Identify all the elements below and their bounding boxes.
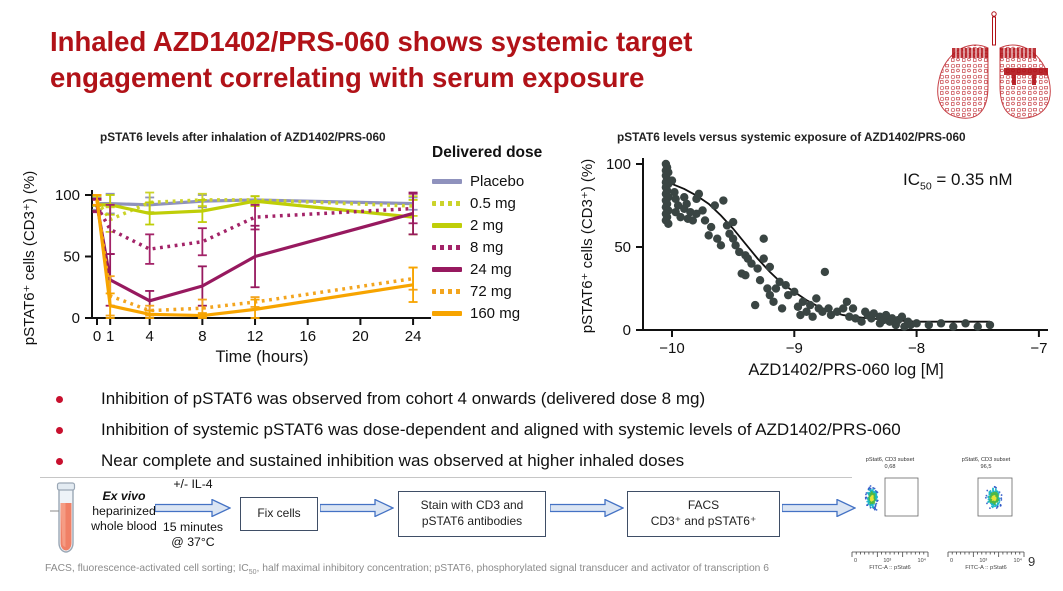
bullet-item: Near complete and sustained inhibition w… bbox=[48, 450, 1038, 473]
svg-text:AZD1402/PRS-060 log [M]: AZD1402/PRS-060 log [M] bbox=[748, 361, 943, 379]
facs-panel-1-value: 0,68 bbox=[884, 464, 896, 471]
flow-arrow-3 bbox=[550, 499, 624, 517]
svg-text:100: 100 bbox=[606, 156, 631, 173]
facs-plot-2 bbox=[977, 477, 1013, 516]
svg-text:4: 4 bbox=[146, 328, 154, 345]
legend-swatch bbox=[432, 244, 462, 250]
facs-axis-ticks-1 bbox=[851, 551, 929, 557]
bullet-list: Inhibition of pSTAT6 was observed from c… bbox=[48, 388, 1038, 481]
blood-tube-icon bbox=[50, 482, 76, 553]
bullet-text: Inhibition of systemic pSTAT6 was dose-d… bbox=[101, 419, 901, 439]
step-box-facs: FACS CD3⁺ and pSTAT6⁺ bbox=[627, 491, 780, 537]
facs-axis-1: 0 10³ 10⁴ FITC-A :: pStat6 bbox=[850, 550, 930, 571]
sample-label-exvivo: Ex vivo bbox=[102, 489, 146, 503]
page-title-line2: engagement correlating with serum exposu… bbox=[50, 61, 645, 93]
legend-item: 24 mg bbox=[432, 258, 582, 280]
step-box-stain: Stain with CD3 and pSTAT6 antibodies bbox=[398, 491, 546, 537]
incubation-label: 15 minutes @ 37°C bbox=[162, 520, 224, 549]
svg-text:1: 1 bbox=[106, 328, 114, 345]
svg-text:50: 50 bbox=[63, 249, 80, 266]
bullet-text: Inhibition of pSTAT6 was observed from c… bbox=[101, 389, 706, 408]
sample-label: Ex vivo heparinized whole blood bbox=[84, 489, 164, 533]
svg-text:−8: −8 bbox=[908, 340, 925, 357]
legend-item: Placebo bbox=[432, 170, 582, 192]
svg-text:50: 50 bbox=[614, 239, 631, 256]
legend-label: 8 mg bbox=[470, 238, 504, 256]
divider-line bbox=[40, 477, 852, 478]
legend-label: 72 mg bbox=[470, 282, 512, 300]
legend-item: 0.5 mg bbox=[432, 192, 582, 214]
footnote: FACS, fluorescence-activated cell sortin… bbox=[45, 563, 769, 577]
bullet-dot bbox=[56, 426, 63, 434]
svg-text:0: 0 bbox=[72, 310, 80, 327]
page-number: 9 bbox=[1028, 554, 1036, 569]
chart-legend-items: Placebo 0.5 mg 2 mg 8 mg 24 mg 72 mg 160 mg bbox=[432, 170, 582, 324]
flow-arrow-2 bbox=[320, 499, 394, 517]
legend-swatch bbox=[432, 266, 462, 272]
legend-swatch bbox=[432, 288, 462, 294]
bullet-dot bbox=[56, 457, 63, 465]
legend-label: 0.5 mg bbox=[470, 194, 516, 212]
facs-panel-1: pStat6, CD3 subset 0,68 bbox=[854, 457, 926, 522]
legend-label: 160 mg bbox=[470, 304, 521, 322]
svg-text:−7: −7 bbox=[1030, 340, 1047, 357]
legend-item: 8 mg bbox=[432, 236, 582, 258]
legend-label: Placebo bbox=[470, 172, 525, 190]
facs-axis-2: 0 10³ 10⁴ FITC-A :: pStat6 bbox=[946, 550, 1026, 571]
facs-panel-2-value: 96,5 bbox=[980, 464, 992, 471]
line-chart-title: pSTAT6 levels after inhalation of AZD140… bbox=[100, 130, 386, 144]
bullet-item: Inhibition of systemic pSTAT6 was dose-d… bbox=[48, 419, 1038, 442]
page-title-line1: Inhaled AZD1402/PRS-060 shows systemic t… bbox=[50, 26, 693, 57]
legend-swatch bbox=[432, 310, 462, 316]
svg-text:pSTAT6⁺ cells (CD3⁺) (%): pSTAT6⁺ cells (CD3⁺) (%) bbox=[580, 159, 596, 333]
page-title: Inhaled AZD1402/PRS-060 shows systemic t… bbox=[50, 24, 890, 96]
ic50-annotation: IC50 = 0.35 nM bbox=[903, 170, 1013, 193]
facs-panel-2-title: pStat6, CD3 subset bbox=[961, 457, 1011, 463]
step-box-fix-cells: Fix cells bbox=[240, 497, 318, 531]
stimulation-label: +/- IL-4 bbox=[173, 477, 213, 491]
svg-text:0: 0 bbox=[623, 322, 631, 339]
svg-text:12: 12 bbox=[247, 328, 264, 345]
bullet-dot bbox=[56, 396, 63, 403]
svg-text:−9: −9 bbox=[786, 340, 803, 357]
svg-text:100: 100 bbox=[55, 187, 80, 204]
bullet-text: Near complete and sustained inhibition w… bbox=[101, 450, 685, 470]
facs-plot-1 bbox=[864, 477, 919, 516]
svg-text:0: 0 bbox=[93, 328, 101, 345]
legend-label: 24 mg bbox=[470, 260, 512, 278]
legend-item: 160 mg bbox=[432, 302, 582, 324]
facs-axis-label-2: FITC-A :: pStat6 bbox=[965, 565, 1007, 571]
facs-panel-2: pStat6, CD3 subset 96,5 bbox=[950, 457, 1022, 522]
flow-arrow-1 bbox=[155, 499, 231, 517]
legend-swatch bbox=[432, 200, 462, 206]
svg-text:20: 20 bbox=[352, 328, 369, 345]
scatter-chart-title: pSTAT6 levels versus systemic exposure o… bbox=[617, 130, 966, 144]
legend-swatch bbox=[432, 222, 462, 228]
svg-text:8: 8 bbox=[198, 328, 206, 345]
svg-text:Time (hours): Time (hours) bbox=[216, 348, 309, 366]
legend-item: 72 mg bbox=[432, 280, 582, 302]
facs-panel-1-title: pStat6, CD3 subset bbox=[865, 457, 915, 463]
legend-label: 2 mg bbox=[470, 216, 504, 234]
facs-axis-label-1: FITC-A :: pStat6 bbox=[869, 565, 911, 571]
bullet-item: Inhibition of pSTAT6 was observed from c… bbox=[48, 388, 1038, 411]
svg-text:16: 16 bbox=[299, 328, 316, 345]
svg-text:pSTAT6⁺ cells (CD3⁺) (%): pSTAT6⁺ cells (CD3⁺) (%) bbox=[21, 171, 38, 345]
flow-arrow-4 bbox=[782, 499, 856, 517]
svg-text:−10: −10 bbox=[659, 340, 684, 357]
chart-legend: Delivered dose Placebo 0.5 mg 2 mg 8 mg 24 m… bbox=[432, 144, 582, 324]
facs-axis-ticks-2 bbox=[947, 551, 1025, 557]
legend-swatch bbox=[432, 178, 462, 184]
legend-item: 2 mg bbox=[432, 214, 582, 236]
scatter-chart: 0 50 100 −10 −9 −8 −7 AZD1402/PRS-060 log [M] pS… bbox=[580, 156, 1048, 379]
lung-logo-icon bbox=[937, 11, 1051, 119]
svg-text:24: 24 bbox=[405, 328, 422, 345]
legend-title: Delivered dose bbox=[432, 144, 543, 161]
